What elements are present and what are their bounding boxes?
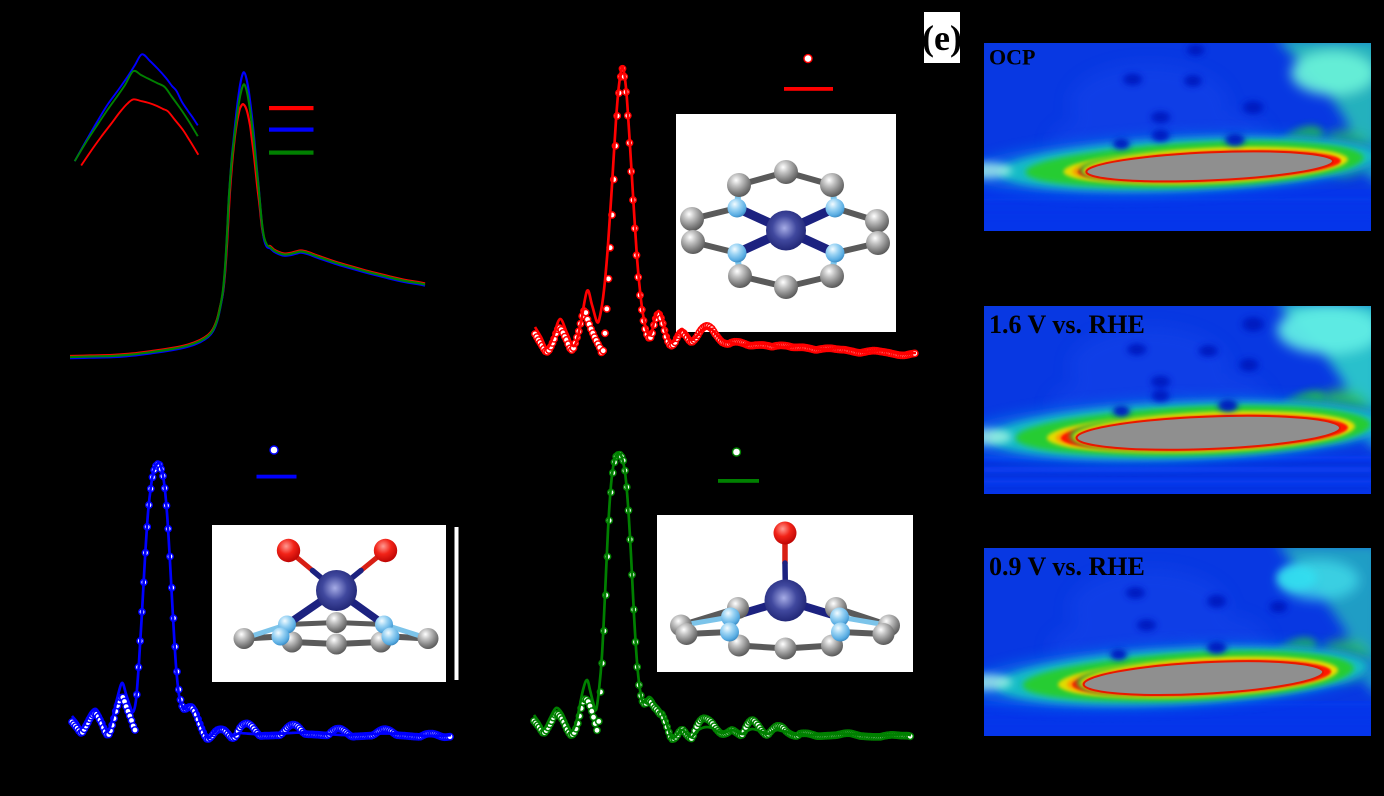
svg-text:1.6 V vs. RHE: 1.6 V vs. RHE: [989, 310, 1145, 339]
svg-text:0.9 V vs. RHE: 0.9 V vs. RHE: [989, 552, 1145, 581]
svg-text:OCP: OCP: [989, 45, 1035, 70]
